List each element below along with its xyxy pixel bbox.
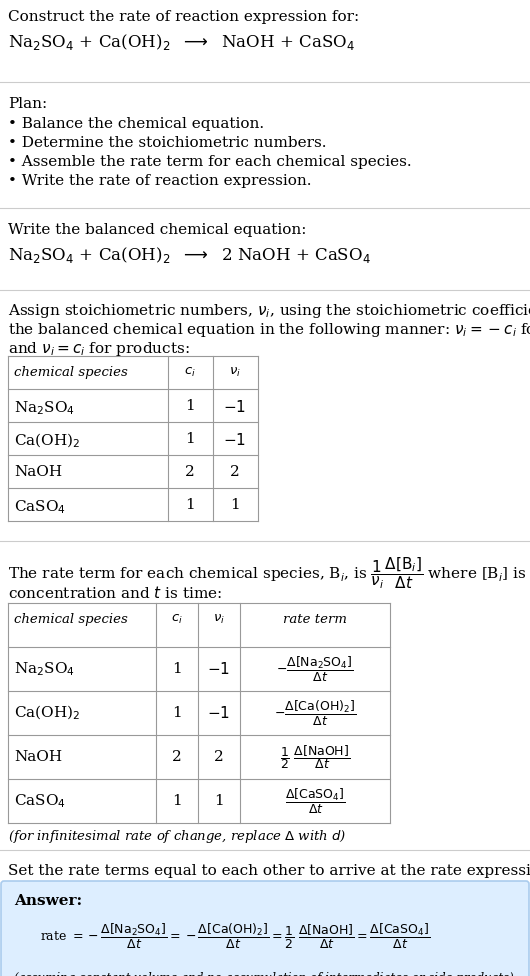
Text: NaOH: NaOH <box>14 750 62 764</box>
Text: 1: 1 <box>185 399 195 413</box>
Text: • Determine the stoichiometric numbers.: • Determine the stoichiometric numbers. <box>8 136 326 150</box>
Text: 1: 1 <box>185 498 195 512</box>
Text: $-1$: $-1$ <box>207 661 231 677</box>
Text: (for infinitesimal rate of change, replace $\Delta$ with $d$): (for infinitesimal rate of change, repla… <box>8 828 347 845</box>
Text: $\nu_i$: $\nu_i$ <box>229 366 241 379</box>
Text: chemical species: chemical species <box>14 366 128 379</box>
Text: 1: 1 <box>172 706 182 720</box>
Text: Answer:: Answer: <box>14 894 82 908</box>
Text: Na$_2$SO$_4$ + Ca(OH)$_2$  $\longrightarrow$  2 NaOH + CaSO$_4$: Na$_2$SO$_4$ + Ca(OH)$_2$ $\longrightarr… <box>8 245 371 265</box>
Text: $-\dfrac{\Delta[\mathrm{Ca(OH)_2}]}{\Delta t}$: $-\dfrac{\Delta[\mathrm{Ca(OH)_2}]}{\Del… <box>274 699 356 727</box>
Text: CaSO$_4$: CaSO$_4$ <box>14 793 66 810</box>
Text: Assign stoichiometric numbers, $\nu_i$, using the stoichiometric coefficients, $: Assign stoichiometric numbers, $\nu_i$, … <box>8 302 530 320</box>
Text: $\dfrac{\Delta[\mathrm{CaSO_4}]}{\Delta t}$: $\dfrac{\Delta[\mathrm{CaSO_4}]}{\Delta … <box>285 787 345 816</box>
Text: the balanced chemical equation in the following manner: $\nu_i = -c_i$ for react: the balanced chemical equation in the fo… <box>8 321 530 339</box>
Text: Ca(OH)$_2$: Ca(OH)$_2$ <box>14 704 80 722</box>
Text: Construct the rate of reaction expression for:: Construct the rate of reaction expressio… <box>8 10 359 24</box>
Text: chemical species: chemical species <box>14 613 128 626</box>
Text: 1: 1 <box>185 432 195 446</box>
Text: (assuming constant volume and no accumulation of intermediates or side products): (assuming constant volume and no accumul… <box>14 972 514 976</box>
Text: Write the balanced chemical equation:: Write the balanced chemical equation: <box>8 223 306 237</box>
Text: $c_i$: $c_i$ <box>171 613 183 626</box>
FancyBboxPatch shape <box>1 881 529 976</box>
Text: NaOH: NaOH <box>14 465 62 479</box>
Text: $-1$: $-1$ <box>224 399 246 415</box>
Text: Na$_2$SO$_4$: Na$_2$SO$_4$ <box>14 660 75 678</box>
Text: Na$_2$SO$_4$: Na$_2$SO$_4$ <box>14 399 75 417</box>
Text: concentration and $t$ is time:: concentration and $t$ is time: <box>8 585 222 601</box>
Text: Ca(OH)$_2$: Ca(OH)$_2$ <box>14 432 80 450</box>
Text: $-1$: $-1$ <box>207 705 231 721</box>
Text: The rate term for each chemical species, B$_i$, is $\dfrac{1}{\nu_i}\dfrac{\Delt: The rate term for each chemical species,… <box>8 555 530 590</box>
Text: 1: 1 <box>172 662 182 676</box>
Text: 1: 1 <box>172 794 182 808</box>
Text: CaSO$_4$: CaSO$_4$ <box>14 498 66 515</box>
Text: Plan:: Plan: <box>8 97 47 111</box>
Text: $\nu_i$: $\nu_i$ <box>213 613 225 626</box>
Text: 1: 1 <box>230 498 240 512</box>
Text: Set the rate terms equal to each other to arrive at the rate expression:: Set the rate terms equal to each other t… <box>8 864 530 878</box>
Text: 2: 2 <box>172 750 182 764</box>
Text: • Balance the chemical equation.: • Balance the chemical equation. <box>8 117 264 131</box>
Text: Na$_2$SO$_4$ + Ca(OH)$_2$  $\longrightarrow$  NaOH + CaSO$_4$: Na$_2$SO$_4$ + Ca(OH)$_2$ $\longrightarr… <box>8 32 355 52</box>
Text: and $\nu_i = c_i$ for products:: and $\nu_i = c_i$ for products: <box>8 340 190 358</box>
Text: $c_i$: $c_i$ <box>184 366 196 379</box>
Text: 2: 2 <box>230 465 240 479</box>
Text: 2: 2 <box>185 465 195 479</box>
Text: • Write the rate of reaction expression.: • Write the rate of reaction expression. <box>8 174 312 188</box>
Text: $\dfrac{1}{2}\ \dfrac{\Delta[\mathrm{NaOH}]}{\Delta t}$: $\dfrac{1}{2}\ \dfrac{\Delta[\mathrm{NaO… <box>280 743 350 771</box>
Text: $-1$: $-1$ <box>224 432 246 448</box>
Text: 2: 2 <box>214 750 224 764</box>
Text: rate term: rate term <box>283 613 347 626</box>
Text: 1: 1 <box>214 794 224 808</box>
Text: $-\dfrac{\Delta[\mathrm{Na_2SO_4}]}{\Delta t}$: $-\dfrac{\Delta[\mathrm{Na_2SO_4}]}{\Del… <box>276 655 354 683</box>
Text: rate $= -\dfrac{\Delta[\mathrm{Na_2SO_4}]}{\Delta t}= -\dfrac{\Delta[\mathrm{Ca(: rate $= -\dfrac{\Delta[\mathrm{Na_2SO_4}… <box>40 922 430 951</box>
Text: • Assemble the rate term for each chemical species.: • Assemble the rate term for each chemic… <box>8 155 412 169</box>
